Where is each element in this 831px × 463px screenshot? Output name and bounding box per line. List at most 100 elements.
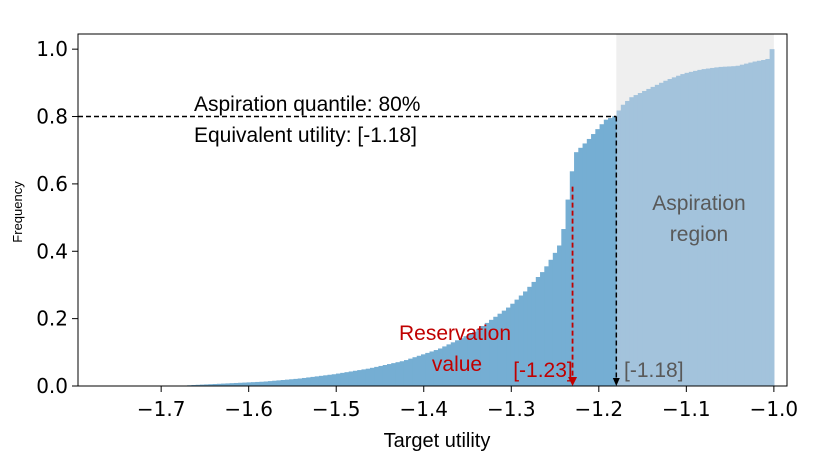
histogram-bar — [250, 382, 256, 386]
histogram-bar — [591, 134, 596, 386]
histogram-bar — [565, 199, 571, 386]
histogram-bar — [676, 75, 681, 386]
histogram-bar — [429, 351, 435, 386]
histogram-bar — [574, 152, 579, 386]
x-tick-label: −1.6 — [224, 397, 273, 421]
histogram-bar — [582, 143, 588, 386]
histogram-bar — [369, 367, 375, 386]
histogram-bar — [756, 60, 762, 387]
histogram-bar — [361, 369, 367, 386]
histogram-bar — [438, 348, 443, 386]
histogram-bar — [765, 58, 771, 386]
histogram-bar — [748, 62, 754, 387]
histogram-bar — [552, 252, 558, 386]
histogram-bar — [323, 375, 329, 386]
histogram-bar — [637, 93, 643, 387]
histogram-bar — [727, 66, 732, 387]
histogram-bar — [335, 373, 341, 386]
reservation-arrowhead — [568, 377, 578, 386]
histogram-bar — [242, 382, 248, 386]
histogram-bar — [527, 286, 533, 386]
histogram-bar — [199, 384, 205, 386]
histogram-bar — [195, 384, 201, 386]
histogram-bar — [718, 66, 724, 387]
histogram-bar — [523, 291, 528, 386]
histogram-bar — [216, 383, 222, 386]
histogram-bar — [654, 84, 660, 386]
histogram-bar — [603, 119, 609, 386]
x-tick-label: −1.7 — [137, 397, 186, 421]
x-tick-label: −1.1 — [662, 397, 711, 421]
histogram-bar — [595, 129, 601, 386]
histogram-bar — [455, 340, 460, 386]
histogram-bar — [382, 365, 388, 386]
y-tick-label: 0.8 — [36, 105, 68, 129]
histogram-bar — [663, 80, 669, 386]
histogram-bar — [399, 361, 405, 386]
histogram-bar — [421, 354, 426, 386]
histogram-bar — [744, 63, 749, 387]
histogram-bar — [403, 360, 409, 386]
histogram-bar — [221, 383, 227, 386]
y-tick-label: 0.2 — [36, 307, 68, 331]
histogram-bar — [365, 368, 371, 386]
histogram-bar — [557, 245, 562, 386]
equivalent-utility-number: [-1.18] — [624, 359, 684, 382]
y-tick-label: 0.0 — [36, 374, 68, 398]
histogram-bar — [514, 299, 520, 386]
reservation-value-label-line2: value — [432, 353, 482, 376]
histogram-bar — [297, 378, 303, 386]
reservation-value-label-line1: Reservation — [399, 322, 511, 345]
histogram-bar — [769, 49, 775, 386]
histogram-bar — [616, 110, 622, 387]
histogram-bar — [484, 322, 490, 386]
histogram-bar — [510, 303, 516, 386]
x-tick-label: −1.4 — [399, 397, 448, 421]
histogram-bar — [714, 67, 720, 386]
histogram-bar — [280, 380, 286, 386]
histogram-bar — [480, 325, 486, 386]
histogram-bar — [301, 377, 307, 386]
histogram-bar — [212, 383, 218, 386]
histogram-bar — [263, 381, 269, 386]
histogram-bar — [688, 71, 694, 386]
x-axis-ticks: −1.7 −1.6 −1.5 −1.4 −1.3 −1.2 −1.1 −1.0 — [137, 386, 798, 421]
histogram-bar — [612, 116, 618, 386]
histogram-bar — [578, 147, 584, 386]
histogram-bar — [378, 365, 384, 386]
histogram-bar — [650, 86, 656, 386]
histogram-bar — [561, 229, 567, 386]
histogram-bar — [735, 65, 741, 386]
histogram-bar — [705, 68, 711, 386]
histogram-bar — [710, 67, 715, 386]
histogram-bar — [284, 379, 290, 386]
histogram-bar — [463, 336, 469, 386]
histogram-bar — [208, 384, 214, 386]
aspiration-quantile-annotation: Aspiration quantile: 80% — [194, 93, 420, 116]
histogram-bar — [501, 310, 507, 386]
histogram-bar — [518, 295, 524, 386]
y-tick-label: 0.6 — [36, 172, 68, 196]
histogram-bar — [442, 346, 448, 386]
histogram-bar — [293, 378, 299, 386]
histogram-bar — [544, 266, 550, 386]
histogram-bar — [752, 61, 758, 386]
histogram-bar — [540, 272, 545, 386]
histogram-bar — [684, 72, 690, 386]
histogram-bar — [625, 100, 630, 386]
y-tick-label: 0.4 — [36, 239, 68, 263]
histogram-bar — [693, 70, 698, 387]
histogram-bar — [306, 377, 312, 386]
histogram-bar — [493, 316, 499, 386]
histogram-bar — [433, 350, 439, 386]
histogram-bar — [642, 90, 647, 386]
y-axis-ticks: 0.0 0.2 0.4 0.6 0.8 1.0 — [36, 37, 78, 398]
histogram-bar — [276, 380, 282, 386]
histogram-bar — [497, 313, 503, 386]
histogram-bar — [386, 364, 392, 386]
histogram-bar — [246, 382, 252, 386]
histogram-bar — [395, 362, 401, 386]
histogram-bar — [352, 370, 358, 386]
y-axis-title: Frequency — [10, 181, 25, 243]
